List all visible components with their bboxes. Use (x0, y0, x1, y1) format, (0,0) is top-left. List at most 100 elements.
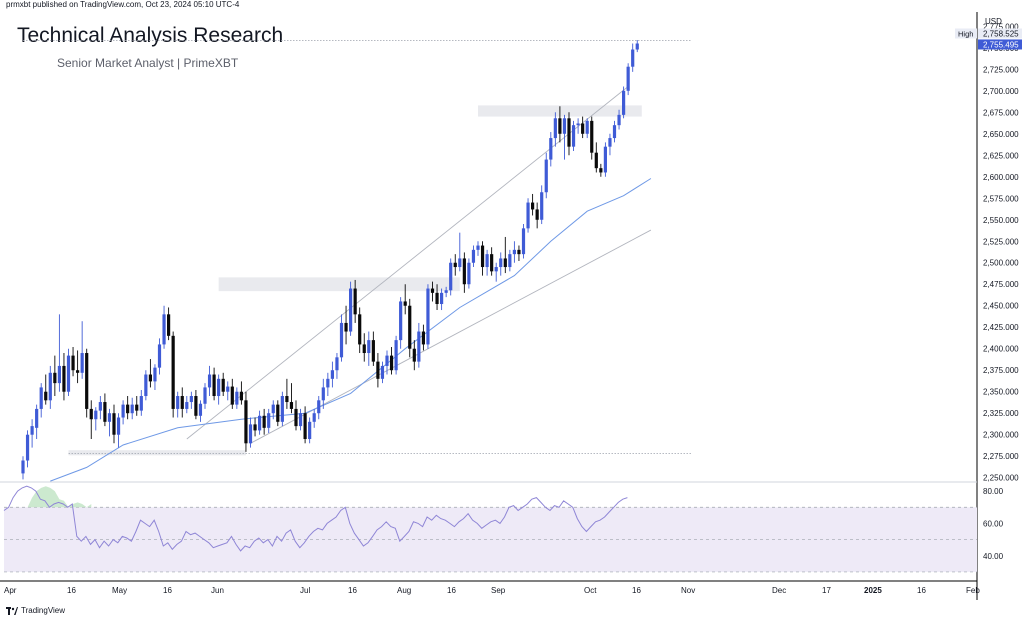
candle-body (230, 386, 234, 405)
price-tick-label: 2,400.000 (983, 345, 1019, 354)
candle-body (631, 49, 635, 67)
price-tick-label: 2,275.000 (983, 452, 1019, 461)
candle-body (35, 408, 39, 428)
candle-body (207, 374, 212, 388)
time-tick-label: 17 (822, 586, 831, 595)
price-tick-label: 2,650.000 (983, 130, 1019, 139)
candle-body (280, 396, 284, 422)
candle-body (635, 43, 639, 50)
trendline (186, 86, 629, 440)
candle-body (262, 415, 266, 428)
price-tick-label: 2,500.000 (983, 259, 1019, 268)
candle-body (267, 413, 271, 428)
candle-body (430, 288, 435, 293)
candle-body (71, 355, 75, 371)
price-tick-label: 2,350.000 (983, 388, 1019, 397)
candle-body (544, 159, 548, 193)
candle-body (540, 192, 544, 220)
price-tick-label: 2,325.000 (983, 409, 1019, 418)
candle-body (389, 355, 394, 371)
candle-body (339, 322, 344, 358)
candle-body (258, 415, 262, 431)
candle-body (480, 245, 485, 268)
candle-body (353, 288, 357, 315)
price-tick-label: 2,425.000 (983, 323, 1019, 332)
price-tick-label: 2,775.000 (983, 22, 1019, 31)
time-tick-label: Jul (300, 586, 310, 595)
candle-body (248, 424, 253, 444)
candle-body (590, 120, 594, 153)
candle-body (385, 355, 389, 366)
candle-body (226, 386, 230, 392)
candle-body (126, 404, 130, 414)
candle-body (626, 66, 630, 91)
price-tick-label: 2,600.000 (983, 173, 1019, 182)
candle-body (317, 400, 321, 414)
candle-body (453, 262, 457, 268)
candle-body (144, 374, 148, 397)
candle-body (253, 424, 257, 431)
candle-body (25, 434, 30, 461)
candle-body (426, 288, 430, 345)
candle-body (189, 396, 193, 403)
candle-body (622, 90, 626, 115)
candle-body (80, 353, 84, 373)
candle-body (185, 402, 189, 409)
candle-body (535, 209, 539, 220)
candle-body (21, 460, 25, 474)
time-tick-label: 16 (67, 586, 76, 595)
time-tick-label: Oct (584, 586, 597, 595)
candle-body (408, 305, 412, 349)
candle-body (276, 404, 280, 422)
candle-body (135, 404, 139, 411)
candle-body (576, 123, 580, 126)
candle-body (344, 322, 348, 332)
candle-body (440, 292, 444, 305)
time-tick-label: Feb (966, 586, 980, 595)
candle-body (581, 123, 585, 134)
candle-body (562, 118, 567, 134)
candle-body (603, 146, 607, 173)
candle-body (203, 387, 207, 404)
candle-body (244, 400, 248, 444)
candle-body (53, 372, 57, 384)
candle-body (412, 348, 416, 362)
candle-body (526, 202, 530, 229)
candle-body (503, 258, 507, 268)
candle-body (358, 314, 362, 345)
candle-body (66, 355, 71, 392)
candle-body (157, 344, 162, 368)
rsi-overbought-fill (23, 486, 92, 508)
candle-body (303, 413, 307, 440)
high-label-box (955, 28, 977, 39)
time-tick-label: Jun (211, 586, 224, 595)
candle-body (444, 290, 448, 293)
rsi-tick-label: 60.00 (983, 519, 1004, 528)
candle-body (558, 118, 562, 134)
price-tick-label: 2,675.000 (983, 108, 1019, 117)
candle-body (130, 404, 134, 414)
candle-body (198, 403, 203, 416)
time-tick-label: Aug (397, 586, 411, 595)
candle-body (94, 410, 98, 420)
candle-body (107, 413, 112, 422)
candle-body (39, 387, 43, 409)
time-tick-label: 2025 (864, 586, 882, 595)
price-tick-label: 2,450.000 (983, 302, 1019, 311)
rsi-tick-label: 80.00 (983, 487, 1004, 496)
candle-body (349, 288, 353, 332)
price-tick-label: 2,625.000 (983, 151, 1019, 160)
candle-body (490, 254, 494, 272)
rsi-line (3, 485, 628, 552)
candle-body (289, 402, 294, 409)
candle-body (121, 404, 125, 418)
candle-body (449, 262, 453, 291)
candle-body (221, 378, 225, 392)
candle-body (116, 417, 121, 435)
candle-body (57, 365, 61, 384)
publish-info: prmxbt published on TradingView.com, Oct… (6, 0, 240, 9)
currency-label: USD (985, 17, 1002, 26)
candle-body (362, 344, 366, 354)
candle-body (421, 331, 425, 345)
